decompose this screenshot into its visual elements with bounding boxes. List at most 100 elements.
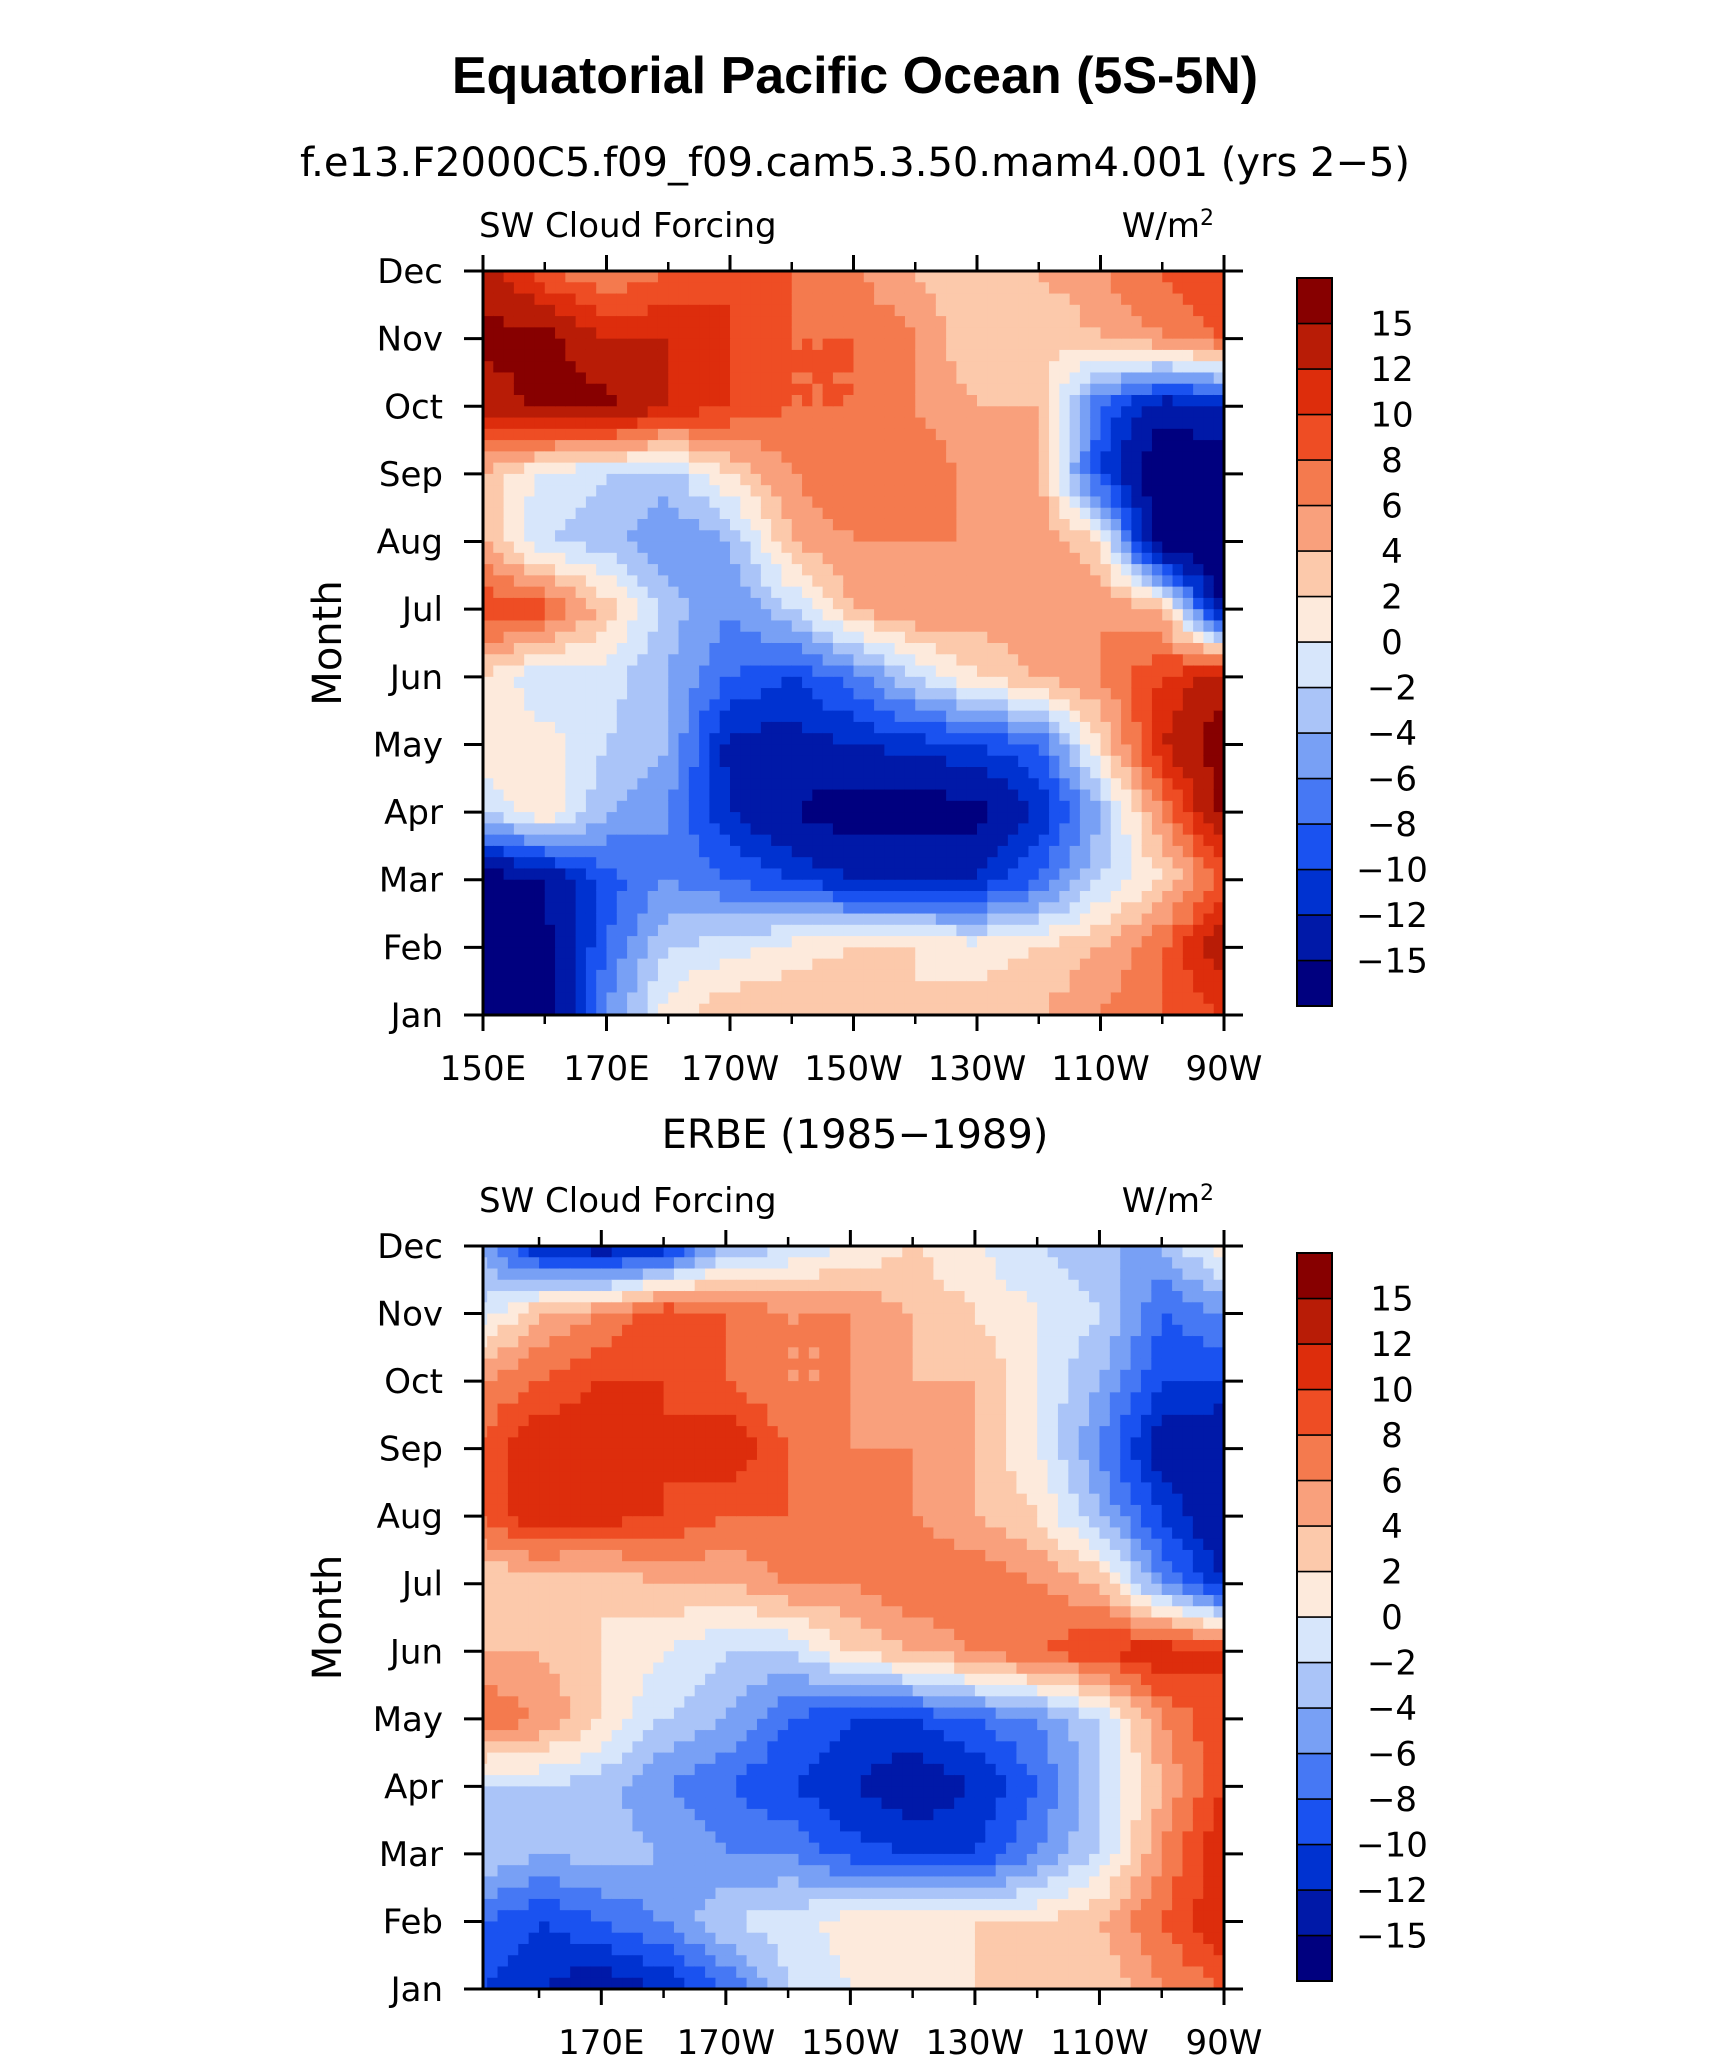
contour-cell: [853, 642, 865, 655]
contour-cell: [863, 901, 875, 914]
contour-cell: [575, 755, 587, 767]
contour-cell: [678, 822, 690, 835]
contour-cell: [987, 405, 999, 418]
contour-cell: [997, 405, 1009, 418]
contour-cell: [791, 980, 803, 993]
contour-cell: [863, 991, 875, 1004]
contour-cell: [874, 597, 885, 610]
contour-cell: [966, 946, 978, 959]
contour-cell: [760, 439, 772, 452]
contour-cell: [606, 597, 618, 610]
contour-cell: [1151, 383, 1163, 395]
contour-cell: [1018, 822, 1030, 835]
contour-cell: [565, 450, 577, 463]
contour-cell: [657, 800, 669, 813]
contour-cell: [1213, 676, 1224, 689]
contour-cell: [956, 777, 968, 790]
contour-cell: [688, 631, 700, 643]
contour-cell: [1141, 507, 1153, 519]
contour-cell: [544, 271, 556, 283]
contour-cell: [596, 991, 608, 1004]
contour-cell: [1172, 281, 1184, 294]
contour-cell: [1018, 473, 1030, 486]
contour-cell: [956, 653, 968, 666]
contour-cell: [812, 462, 824, 474]
contour-cell: [946, 631, 958, 643]
contour-cell: [966, 856, 978, 869]
contour-cell: [843, 698, 855, 711]
contour-cell: [483, 495, 494, 508]
contour-cell: [503, 281, 515, 294]
contour-cell: [771, 631, 783, 643]
contour-cell: [606, 631, 618, 643]
contour-cell: [966, 958, 978, 970]
contour-cell: [1110, 394, 1122, 407]
contour-cell: [997, 653, 1009, 666]
contour-cell: [771, 326, 783, 339]
contour-cell: [688, 292, 700, 305]
contour-cell: [1028, 664, 1040, 677]
contour-cell: [1007, 271, 1019, 283]
contour-cell: [627, 743, 638, 756]
contour-cell: [637, 631, 649, 643]
contour-cell: [555, 912, 566, 925]
contour-cell: [832, 563, 844, 576]
contour-cell: [647, 518, 659, 531]
contour-cell: [1193, 924, 1205, 937]
contour-cell: [719, 271, 731, 283]
contour-cell: [688, 687, 700, 700]
contour-cell: [596, 867, 608, 880]
contour-cell: [1038, 271, 1050, 283]
contour-cell: [812, 383, 824, 395]
contour-cell: [719, 958, 731, 970]
contour-cell: [719, 653, 731, 666]
contour-cell: [1079, 507, 1091, 519]
contour-cell: [812, 743, 824, 756]
contour-cell: [719, 788, 731, 801]
contour-cell: [544, 597, 556, 610]
contour-cell: [977, 755, 988, 767]
contour-cell: [642, 1920, 654, 1933]
contour-cell: [853, 450, 865, 463]
contour-cell: [1151, 743, 1163, 756]
contour-cell: [555, 271, 566, 283]
x-tick-label: 130W: [928, 1049, 1027, 1089]
contour-cell: [616, 416, 628, 429]
contour-cell: [915, 349, 927, 362]
contour-cell: [946, 822, 958, 835]
contour-cell: [585, 845, 597, 858]
contour-cell: [791, 462, 803, 474]
contour-cell: [1079, 958, 1091, 970]
contour-cell: [1049, 879, 1060, 891]
contour-cell: [915, 281, 927, 294]
contour-cell: [1141, 822, 1153, 835]
contour-cell: [575, 946, 587, 959]
contour-cell: [513, 586, 525, 598]
contour-cell: [750, 912, 762, 925]
contour-cell: [894, 991, 906, 1004]
contour-cell: [503, 495, 515, 508]
contour-cell: [668, 271, 680, 283]
contour-cell: [781, 800, 793, 813]
contour-cell: [719, 698, 731, 711]
contour-cell: [575, 405, 587, 418]
contour-cell: [987, 980, 999, 993]
contour-cell: [544, 698, 556, 711]
contour-cell: [1213, 518, 1224, 531]
contour-cell: [863, 946, 875, 959]
contour-cell: [1110, 676, 1122, 689]
contour-cell: [1100, 1003, 1112, 1015]
contour-cell: [781, 462, 793, 474]
contour-cell: [904, 484, 916, 497]
contour-cell: [1213, 619, 1224, 632]
contour-cell: [760, 856, 772, 869]
contour-cell: [493, 788, 505, 801]
x-tick-label: 90W: [1186, 1049, 1263, 1089]
contour-cell: [781, 879, 793, 891]
contour-cell: [1069, 394, 1081, 407]
contour-cell: [487, 1977, 499, 1989]
contour-cell: [730, 281, 741, 294]
contour-cell: [771, 777, 783, 790]
contour-cell: [1018, 867, 1030, 880]
contour-cell: [1049, 574, 1060, 587]
